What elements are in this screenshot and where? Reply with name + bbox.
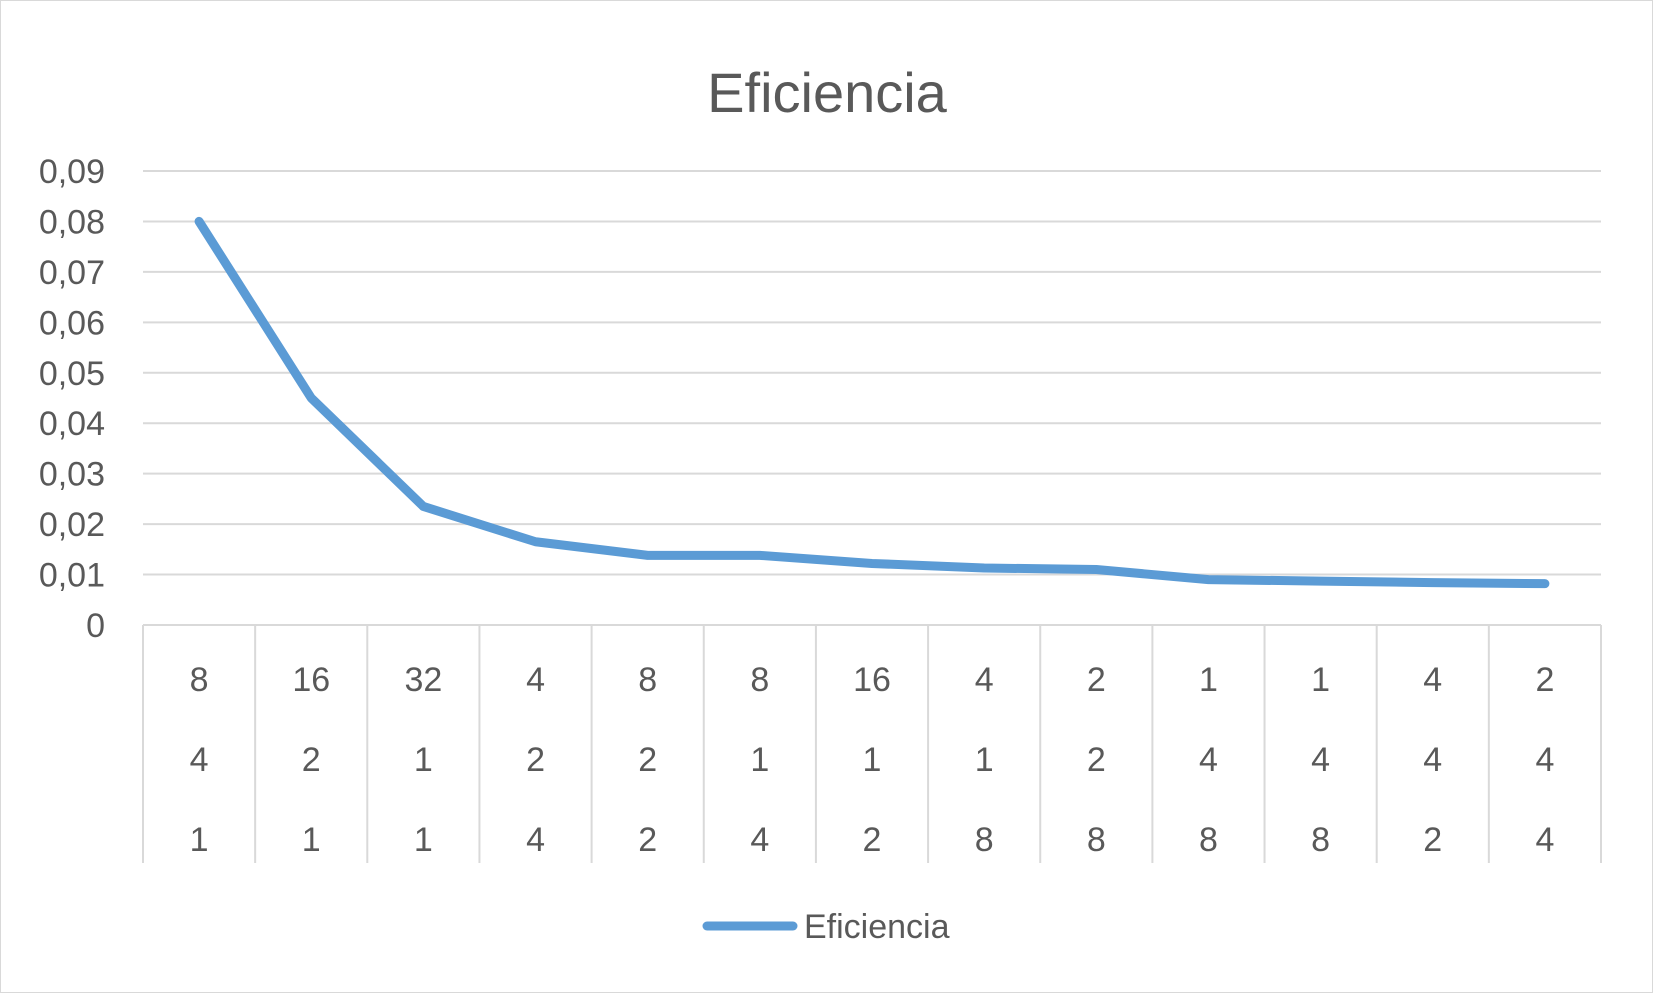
x-category-label: 2 bbox=[526, 741, 545, 779]
x-category-label: 8 bbox=[638, 661, 657, 699]
data-point bbox=[1544, 583, 1546, 585]
x-category-label: 2 bbox=[638, 741, 657, 779]
series-layer bbox=[194, 216, 1550, 589]
chart-title: Eficiencia bbox=[707, 61, 948, 124]
data-point bbox=[1320, 580, 1322, 582]
data-point bbox=[535, 541, 537, 543]
x-category-label: 4 bbox=[1423, 661, 1442, 699]
data-point bbox=[647, 554, 649, 556]
y-tick-label: 0,07 bbox=[39, 254, 105, 292]
y-tick-label: 0,06 bbox=[39, 304, 105, 342]
data-point bbox=[198, 220, 200, 222]
x-category-label: 4 bbox=[975, 661, 994, 699]
y-tick-label: 0,01 bbox=[39, 557, 105, 595]
x-category-label: 2 bbox=[302, 741, 321, 779]
x-axis-categories: 8411621321142482281416124182281481484422… bbox=[142, 625, 1602, 863]
y-axis-ticks: 0 0,01 0,02 0,03 0,04 0,05 0,06 0,07 0,08 0,09 bbox=[39, 153, 105, 645]
x-category-label: 2 bbox=[1087, 741, 1106, 779]
x-category-label: 8 bbox=[1199, 821, 1218, 859]
x-category-label: 4 bbox=[750, 821, 769, 859]
x-category-label: 2 bbox=[863, 821, 882, 859]
x-category-label: 4 bbox=[1535, 741, 1554, 779]
data-point bbox=[1207, 579, 1209, 581]
x-category-label: 16 bbox=[292, 661, 330, 699]
y-tick-label: 0,08 bbox=[39, 203, 105, 241]
x-category-label: 1 bbox=[414, 821, 433, 859]
y-tick-label: 0,04 bbox=[39, 405, 105, 443]
x-category-label: 32 bbox=[404, 661, 442, 699]
y-tick-label: 0,03 bbox=[39, 456, 105, 494]
x-category-label: 1 bbox=[863, 741, 882, 779]
x-category-label: 8 bbox=[190, 661, 209, 699]
legend-label: Eficiencia bbox=[804, 908, 950, 946]
x-category-label: 4 bbox=[526, 661, 545, 699]
x-category-label: 4 bbox=[1311, 741, 1330, 779]
x-category-label: 2 bbox=[638, 821, 657, 859]
y-tick-label: 0 bbox=[86, 607, 105, 645]
data-point bbox=[983, 567, 985, 569]
legend: Eficiencia bbox=[702, 908, 950, 946]
x-category-label: 8 bbox=[1087, 821, 1106, 859]
x-category-label: 1 bbox=[302, 821, 321, 859]
x-category-label: 8 bbox=[975, 821, 994, 859]
y-tick-label: 0,09 bbox=[39, 153, 105, 191]
x-category-label: 8 bbox=[1311, 821, 1330, 859]
x-category-label: 4 bbox=[1423, 741, 1442, 779]
data-point bbox=[1095, 569, 1097, 571]
x-category-label: 1 bbox=[750, 741, 769, 779]
data-point bbox=[422, 505, 424, 507]
x-category-label: 2 bbox=[1535, 661, 1554, 699]
data-point bbox=[759, 554, 761, 556]
x-category-label: 1 bbox=[975, 741, 994, 779]
data-point bbox=[1432, 582, 1434, 584]
series-line-eficiencia bbox=[194, 216, 1550, 589]
x-category-label: 1 bbox=[190, 821, 209, 859]
x-category-label: 2 bbox=[1087, 661, 1106, 699]
x-category-label: 4 bbox=[1199, 741, 1218, 779]
x-category-label: 2 bbox=[1423, 821, 1442, 859]
x-category-label: 8 bbox=[750, 661, 769, 699]
x-category-label: 16 bbox=[853, 661, 891, 699]
x-category-label: 4 bbox=[190, 741, 209, 779]
x-category-label: 4 bbox=[1535, 821, 1554, 859]
gridlines bbox=[143, 170, 1601, 626]
x-category-label: 1 bbox=[1311, 661, 1330, 699]
x-category-label: 4 bbox=[526, 821, 545, 859]
y-tick-label: 0,02 bbox=[39, 506, 105, 544]
data-point bbox=[310, 397, 312, 399]
x-category-label: 1 bbox=[414, 741, 433, 779]
x-category-label: 1 bbox=[1199, 661, 1218, 699]
y-tick-label: 0,05 bbox=[39, 355, 105, 393]
data-point bbox=[871, 562, 873, 564]
